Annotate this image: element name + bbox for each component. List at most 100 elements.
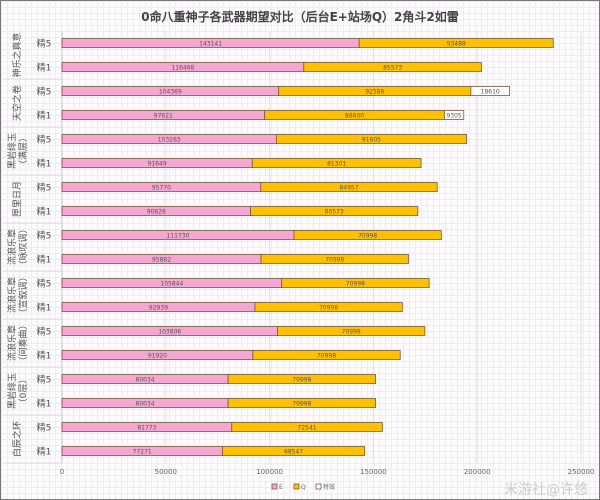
category-label: 精1: [37, 254, 52, 266]
group-label: 神乐之真意: [11, 32, 23, 77]
data-label: 95770: [152, 185, 171, 192]
group-label-line: （0层）: [18, 375, 29, 408]
x-tick-label: 50000: [155, 468, 177, 476]
data-label: 92939: [149, 305, 168, 312]
x-tick-label: 100000: [256, 468, 283, 476]
bar-segment-Q: [358, 38, 554, 48]
bar-segment-Q: [227, 398, 376, 408]
data-label: 91649: [148, 161, 167, 168]
group-label-line: 流浪乐章: [6, 325, 18, 361]
bar-segment-Q: [250, 206, 419, 216]
category-label: 精5: [37, 326, 52, 338]
bar-segment-Q: [260, 254, 409, 264]
legend-swatch-Q: [293, 483, 300, 490]
data-label: 90828: [147, 209, 166, 216]
category-label: 精5: [37, 182, 52, 194]
data-label: 105844: [160, 281, 183, 288]
data-label: 111730: [167, 233, 190, 240]
category-label: 精1: [37, 302, 52, 314]
group-label: 黑岩绯玉（满层）: [6, 133, 29, 169]
data-label: 143141: [199, 41, 222, 48]
data-label: 81301: [327, 161, 346, 168]
data-label: 81773: [137, 425, 156, 432]
category-label: 精5: [37, 374, 52, 386]
bar-segment-Q: [222, 446, 366, 456]
bar-segment-Q: [231, 422, 383, 432]
watermark: 米游社@许悠: [504, 482, 588, 498]
x-tick-label: 150000: [360, 468, 387, 476]
data-label: 70998: [317, 353, 336, 360]
data-label: 80034: [136, 377, 155, 384]
group-label-line: （满层）: [18, 133, 29, 169]
category-label: 精5: [37, 38, 52, 50]
data-label: 80034: [136, 401, 155, 408]
data-label: 9305: [446, 113, 461, 120]
data-label: 92586: [365, 89, 384, 96]
bar-segment-Q: [227, 374, 376, 384]
data-label: 70998: [358, 233, 377, 240]
legend-label: E: [279, 484, 283, 491]
category-label: 精1: [37, 62, 52, 74]
bar-segment-特效: [470, 86, 510, 96]
group-label: 流浪乐章（咏叹调）: [6, 224, 29, 269]
group-label-line: （宣叙调）: [17, 272, 29, 317]
group-label: 天空之卷: [11, 85, 23, 121]
legend-swatch-特效: [315, 483, 322, 490]
group-label: 黑岩绯玉（0层）: [6, 373, 29, 409]
data-label: 70998: [346, 281, 365, 288]
chart-title: 0命八重神子各武器期望对比（后台E+站场Q）2角斗2如雷: [141, 10, 459, 24]
category-label: 精1: [37, 446, 52, 458]
bar-segment-Q: [281, 278, 430, 288]
group-label-line: 匣里日月: [12, 181, 23, 217]
category-label: 精5: [37, 278, 52, 290]
category-label: 精5: [37, 134, 52, 146]
group-label-line: 白辰之环: [11, 421, 23, 457]
bar-segment-Q: [303, 62, 482, 72]
legend-label: Q: [301, 484, 306, 491]
group-label-line: 天空之卷: [11, 85, 23, 121]
bar-segment-Q: [293, 230, 442, 240]
bar-segment-Q: [275, 134, 467, 144]
bar-segment-Q: [277, 326, 426, 336]
category-label: 精1: [37, 206, 52, 218]
group-label-line: （咏叹调）: [18, 224, 29, 269]
data-label: 72541: [298, 425, 317, 432]
data-label: 116468: [171, 65, 194, 72]
x-tick-label: 0: [60, 468, 64, 476]
category-label: 精5: [37, 422, 52, 434]
data-label: 95882: [152, 257, 171, 264]
data-label: 86600: [345, 113, 364, 120]
group-label-line: 黑岩绯玉: [6, 373, 18, 409]
data-label: 93488: [447, 41, 466, 48]
group-label: 流浪乐章（宣叙调）: [6, 272, 29, 317]
bar-segment-Q: [260, 182, 438, 192]
category-label: 精5: [37, 230, 52, 242]
group-label: 匣里日月: [12, 181, 23, 217]
data-label: 70998: [325, 257, 344, 264]
x-tick-label: 250000: [568, 468, 595, 476]
group-label-line: 黑岩绯玉: [6, 133, 18, 169]
legend-swatch-E: [271, 483, 278, 490]
group-label: 流浪乐章（间奏曲）: [6, 320, 29, 365]
x-tick-label: 200000: [464, 468, 491, 476]
category-label: 精1: [37, 350, 52, 362]
data-label: 91920: [148, 353, 167, 360]
data-label: 103263: [158, 137, 181, 144]
data-label: 80573: [325, 209, 344, 216]
data-label: 104369: [159, 89, 182, 96]
data-label: 70998: [292, 401, 311, 408]
data-label: 91605: [362, 137, 381, 144]
group-label-line: 流浪乐章: [6, 277, 18, 313]
category-label: 精1: [37, 398, 52, 410]
group-label-line: 神乐之真意: [11, 32, 23, 77]
data-label: 68547: [284, 449, 303, 456]
category-label: 精1: [37, 158, 52, 170]
data-label: 103806: [158, 329, 181, 336]
group-label-line: 流浪乐章: [6, 229, 18, 265]
group-label-line: （间奏曲）: [17, 320, 29, 365]
bar-segment-特效: [444, 110, 465, 120]
data-label: 77271: [133, 449, 152, 456]
data-label: 85573: [383, 65, 402, 72]
